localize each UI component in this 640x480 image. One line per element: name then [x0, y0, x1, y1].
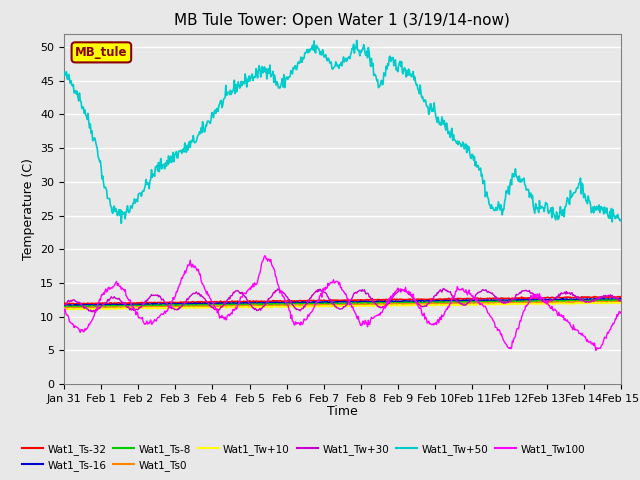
Y-axis label: Temperature (C): Temperature (C) [22, 158, 35, 260]
Title: MB Tule Tower: Open Water 1 (3/19/14-now): MB Tule Tower: Open Water 1 (3/19/14-now… [175, 13, 510, 28]
Legend: Wat1_Ts-32, Wat1_Ts-16, Wat1_Ts-8, Wat1_Ts0, Wat1_Tw+10, Wat1_Tw+30, Wat1_Tw+50,: Wat1_Ts-32, Wat1_Ts-16, Wat1_Ts-8, Wat1_… [18, 439, 589, 475]
Text: MB_tule: MB_tule [75, 46, 127, 59]
X-axis label: Time: Time [327, 405, 358, 418]
